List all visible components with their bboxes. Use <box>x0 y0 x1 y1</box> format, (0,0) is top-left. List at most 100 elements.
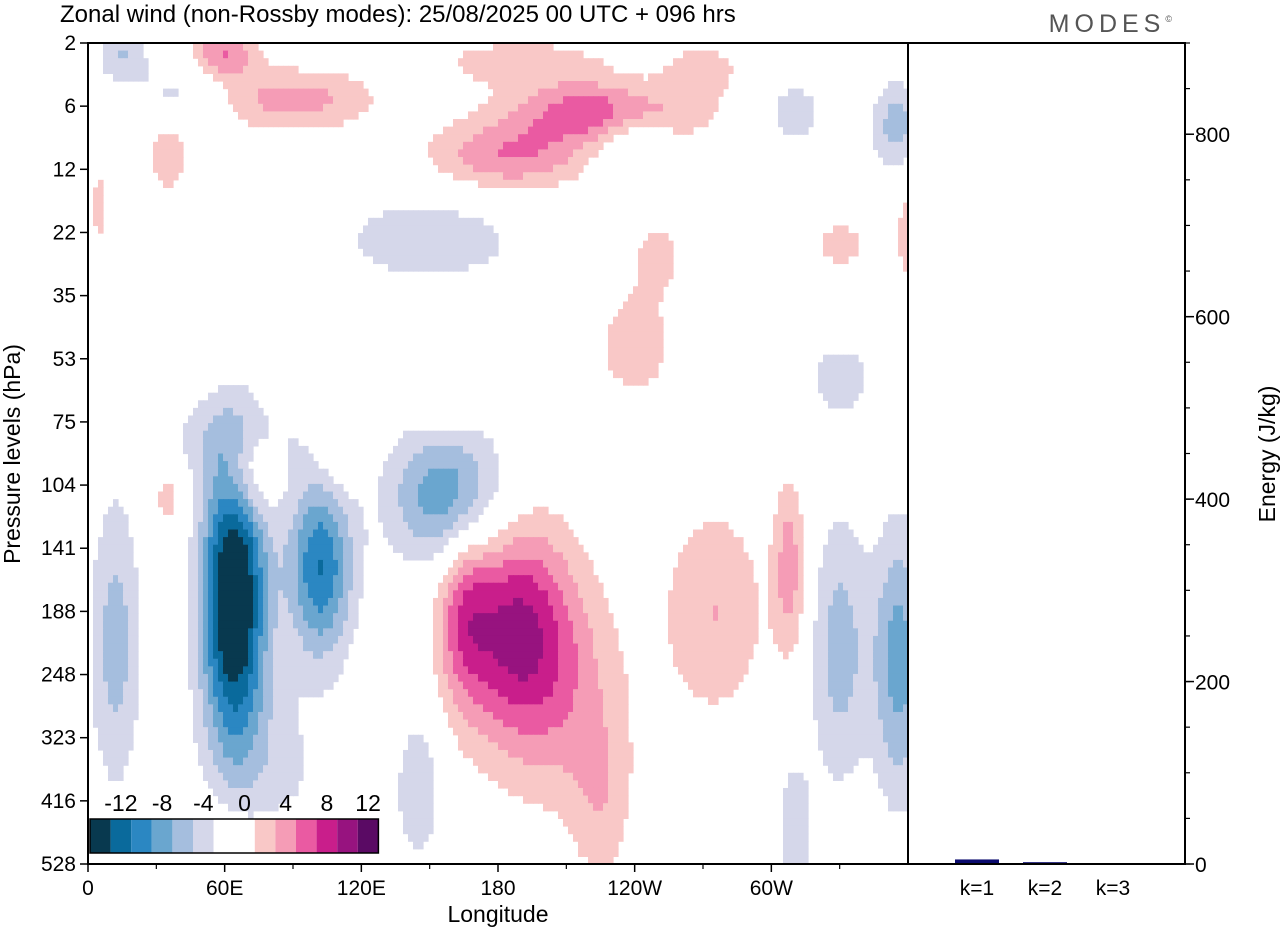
heatmap-cell <box>353 111 359 120</box>
heatmap-cell <box>858 552 864 561</box>
heatmap-cell <box>258 704 264 713</box>
heatmap-cell <box>463 658 469 667</box>
heatmap-cell <box>193 643 199 652</box>
heatmap-cell <box>833 575 839 584</box>
heatmap-cell <box>273 81 279 90</box>
heatmap-cell <box>208 651 214 660</box>
heatmap-cell <box>193 50 199 59</box>
heatmap-cell <box>558 119 564 128</box>
heatmap-cell <box>308 537 314 546</box>
heatmap-cell <box>93 590 99 599</box>
heatmap-cell <box>343 103 349 113</box>
heatmap-cell <box>198 430 204 439</box>
heatmap-cell <box>243 468 249 477</box>
heatmap-cell <box>288 119 294 128</box>
heatmap-cell <box>478 240 484 249</box>
heatmap-cell <box>528 164 534 173</box>
heatmap-cell <box>488 50 494 59</box>
heatmap-cell <box>303 605 309 614</box>
heatmap-cell <box>388 217 394 227</box>
heatmap-cell <box>318 73 324 82</box>
heatmap-cell <box>198 605 204 614</box>
heatmap-cell <box>698 605 704 614</box>
heatmap-cell <box>578 689 584 698</box>
heatmap-cell <box>433 491 439 500</box>
heatmap-cell <box>303 559 309 569</box>
heatmap-cell <box>898 544 904 553</box>
heatmap-cell <box>123 582 129 591</box>
heatmap-cell <box>503 643 509 652</box>
heatmap-cell <box>473 164 479 173</box>
heatmap-cell <box>523 689 529 698</box>
heatmap-cell <box>443 651 449 660</box>
heatmap-cell <box>523 119 529 128</box>
heatmap-cell <box>233 506 239 515</box>
heatmap-cell <box>468 233 474 242</box>
heatmap-cell <box>773 635 779 645</box>
heatmap-cell <box>533 666 539 675</box>
heatmap-cell <box>328 666 334 675</box>
heatmap-cell <box>718 88 724 97</box>
heatmap-cell <box>298 506 304 515</box>
heatmap-cell <box>613 103 619 113</box>
heatmap-cell <box>98 613 104 622</box>
heatmap-cell <box>118 506 124 515</box>
heatmap-cell <box>678 635 684 645</box>
heatmap-cell <box>493 628 499 637</box>
heatmap-cell <box>473 461 479 470</box>
heatmap-cell <box>503 111 509 120</box>
heatmap-cell <box>673 635 679 645</box>
heatmap-cell <box>598 103 604 113</box>
heatmap-cell <box>123 65 129 75</box>
heatmap-cell <box>468 514 474 523</box>
heatmap-cell <box>493 673 499 683</box>
heatmap-cell <box>538 620 544 629</box>
heatmap-cell <box>388 514 394 523</box>
heatmap-cell <box>203 651 209 660</box>
heatmap-cell <box>298 590 304 599</box>
heatmap-cell <box>478 126 484 135</box>
heatmap-cell <box>888 119 894 128</box>
heatmap-cell <box>338 96 344 105</box>
heatmap-cell <box>773 514 779 523</box>
heatmap-cell <box>338 537 344 546</box>
heatmap-cell <box>193 658 199 667</box>
heatmap-cell <box>498 681 504 690</box>
heatmap-cell <box>233 597 239 607</box>
heatmap-cell <box>133 673 139 683</box>
heatmap-cell <box>893 696 899 705</box>
heatmap-cell <box>878 651 884 660</box>
heatmap-cell <box>603 119 609 128</box>
heatmap-cell <box>123 620 129 629</box>
heatmap-cell <box>193 483 199 493</box>
heatmap-cell <box>303 537 309 546</box>
heatmap-cell <box>108 537 114 546</box>
heatmap-cell <box>588 651 594 660</box>
heatmap-cell <box>343 499 349 508</box>
heatmap-cell <box>503 58 509 67</box>
heatmap-cell <box>208 696 214 705</box>
heatmap-cell <box>693 635 699 645</box>
heatmap-cell <box>408 430 414 439</box>
heatmap-cell <box>898 575 904 584</box>
heatmap-cell <box>243 559 249 569</box>
heatmap-cell <box>278 651 284 660</box>
heatmap-cell <box>593 613 599 622</box>
heatmap-cell <box>578 651 584 660</box>
heatmap-cell <box>288 544 294 553</box>
heatmap-cell <box>578 575 584 584</box>
heatmap-cell <box>198 544 204 553</box>
heatmap-cell <box>178 157 184 166</box>
heatmap-cell <box>723 81 729 90</box>
heatmap-cell <box>288 96 294 105</box>
heatmap-cell <box>508 141 514 151</box>
heatmap-cell <box>273 567 279 576</box>
heatmap-cell <box>633 286 639 295</box>
heatmap-cell <box>503 704 509 713</box>
heatmap-cell <box>843 400 849 409</box>
heatmap-cell <box>413 217 419 227</box>
heatmap-cell <box>468 620 474 629</box>
heatmap-cell <box>218 590 224 599</box>
heatmap-cell <box>413 529 419 538</box>
heatmap-cell <box>548 696 554 705</box>
